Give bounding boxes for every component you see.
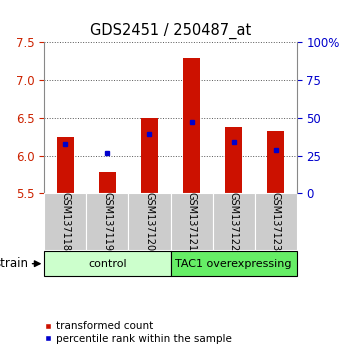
Bar xyxy=(57,137,74,193)
Bar xyxy=(225,127,242,193)
Bar xyxy=(255,193,297,250)
Text: GSM137119: GSM137119 xyxy=(102,192,113,251)
Text: TAC1 overexpressing: TAC1 overexpressing xyxy=(175,259,292,269)
Text: GSM137122: GSM137122 xyxy=(228,192,239,251)
Text: control: control xyxy=(88,259,127,269)
Bar xyxy=(44,193,86,250)
Bar xyxy=(141,118,158,193)
Text: strain: strain xyxy=(0,257,28,270)
Bar xyxy=(170,251,297,276)
Bar xyxy=(44,251,170,276)
Bar xyxy=(212,193,255,250)
Legend: transformed count, percentile rank within the sample: transformed count, percentile rank withi… xyxy=(39,317,236,348)
Text: GSM137121: GSM137121 xyxy=(187,192,196,251)
Bar xyxy=(86,193,129,250)
Text: GSM137120: GSM137120 xyxy=(145,192,154,251)
Bar xyxy=(170,193,212,250)
Bar xyxy=(183,58,200,193)
Bar xyxy=(99,172,116,193)
Text: GSM137118: GSM137118 xyxy=(60,192,70,251)
Text: GDS2451 / 250487_at: GDS2451 / 250487_at xyxy=(90,23,251,39)
Text: GSM137123: GSM137123 xyxy=(271,192,281,251)
Bar xyxy=(129,193,170,250)
Bar xyxy=(267,131,284,193)
